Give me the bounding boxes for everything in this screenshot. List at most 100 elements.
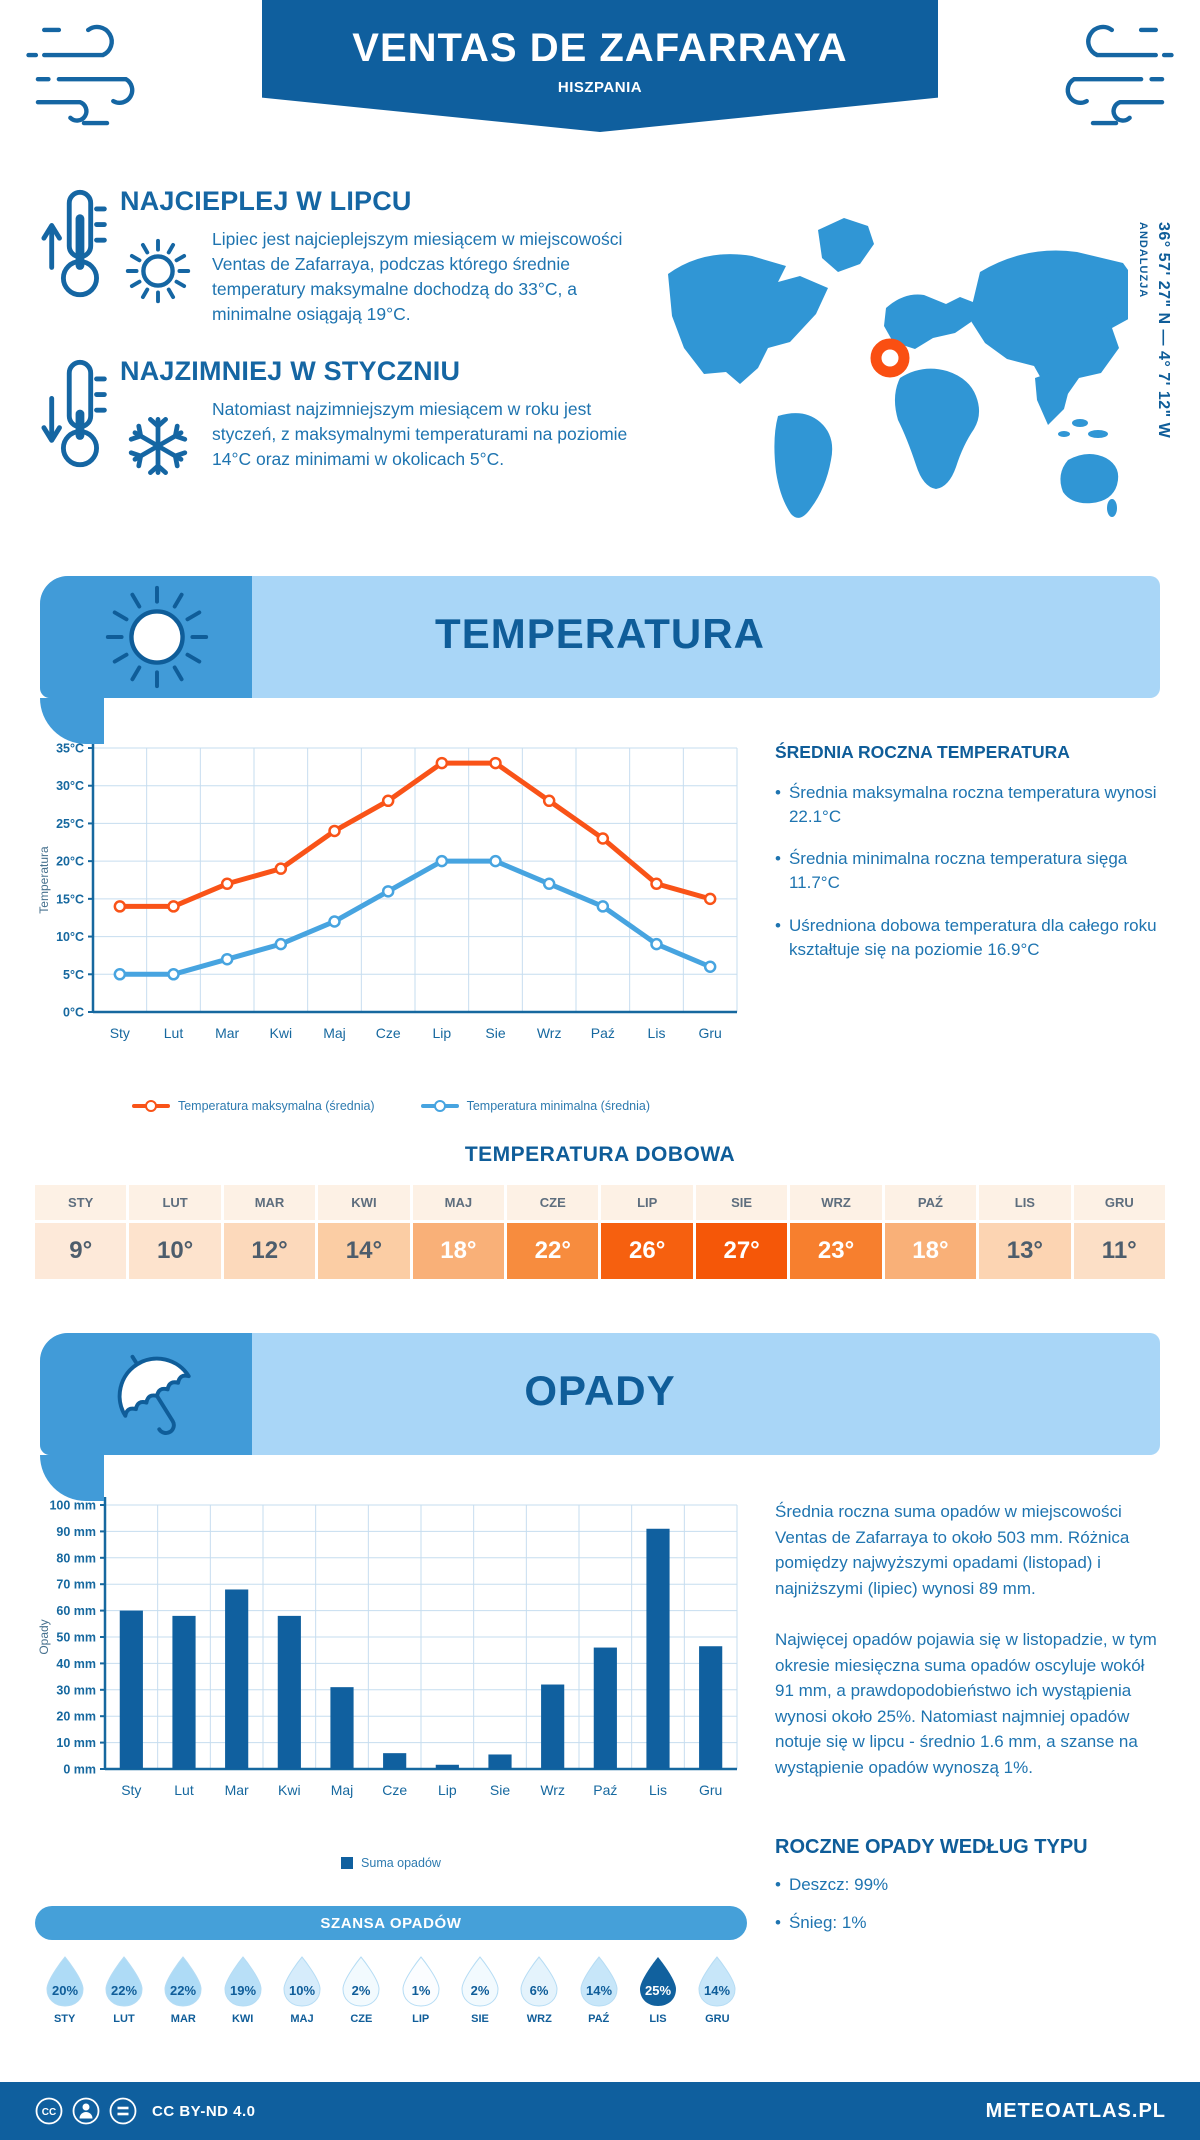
daily-month-cell: SIE bbox=[695, 1185, 788, 1220]
legend-sum-label: Suma opadów bbox=[361, 1856, 441, 1870]
svg-text:Mar: Mar bbox=[215, 1025, 239, 1041]
svg-text:60 mm: 60 mm bbox=[56, 1604, 96, 1618]
coldest-heading: NAJZIMNIEJ W STYCZNIU bbox=[120, 356, 461, 387]
droplet-month: STY bbox=[53, 2013, 76, 2025]
svg-text:0°C: 0°C bbox=[63, 1006, 84, 1020]
svg-text:Maj: Maj bbox=[331, 1782, 354, 1798]
svg-text:30°C: 30°C bbox=[56, 779, 84, 793]
precipitation-sidebar: Średnia roczna suma opadów w miejscowośc… bbox=[775, 1489, 1165, 2025]
license-label[interactable]: CC BY-ND 4.0 bbox=[152, 2102, 256, 2120]
droplet-month: LUT bbox=[113, 2013, 135, 2025]
droplet: 10% MAJ bbox=[272, 1954, 331, 2025]
sun-banner-icon bbox=[98, 578, 216, 701]
temperature-bullet: Średnia minimalna roczna temperatura się… bbox=[775, 847, 1165, 895]
svg-text:Lis: Lis bbox=[649, 1782, 667, 1798]
svg-text:25°C: 25°C bbox=[56, 817, 84, 831]
svg-text:Cze: Cze bbox=[376, 1025, 401, 1041]
svg-text:10%: 10% bbox=[289, 1983, 315, 1998]
daily-month-cell: MAR bbox=[223, 1185, 316, 1220]
svg-text:CC: CC bbox=[42, 2107, 56, 2118]
svg-text:50 mm: 50 mm bbox=[56, 1631, 96, 1645]
svg-text:100 mm: 100 mm bbox=[49, 1499, 96, 1513]
sun-icon bbox=[120, 227, 212, 326]
droplet-month: PAŹ bbox=[588, 2013, 610, 2025]
droplet: 6% WRZ bbox=[510, 1954, 569, 2025]
chance-banner: SZANSA OPADÓW bbox=[35, 1906, 747, 1940]
title-ribbon: VENTAS DE ZAFARRAYA HISZPANIA bbox=[262, 0, 938, 132]
precip-para-2: Najwięcej opadów pojawia się w listopadz… bbox=[775, 1630, 1157, 1777]
raindrop-icon: 14% bbox=[698, 1956, 736, 2007]
precipitation-banner-title: OPADY bbox=[524, 1367, 676, 1414]
svg-text:Lut: Lut bbox=[174, 1782, 194, 1798]
raindrop-icon: 20% bbox=[46, 1956, 84, 2007]
world-map bbox=[668, 218, 1128, 518]
daily-temp-cell: 27° bbox=[695, 1223, 788, 1279]
raindrop-icon: 2% bbox=[342, 1956, 380, 2007]
daily-temp-cell: 14° bbox=[318, 1223, 410, 1279]
raindrop-icon: 2% bbox=[461, 1956, 499, 2007]
raindrop-icon: 1% bbox=[402, 1956, 440, 2007]
svg-text:Mar: Mar bbox=[225, 1782, 249, 1798]
svg-text:Sty: Sty bbox=[110, 1025, 130, 1041]
daily-temp-cell: 11° bbox=[1073, 1223, 1165, 1279]
droplet: 22% MAR bbox=[154, 1954, 213, 2025]
svg-text:Cze: Cze bbox=[382, 1782, 407, 1798]
site-label[interactable]: METEOATLAS.PL bbox=[985, 2099, 1166, 2122]
svg-text:1%: 1% bbox=[411, 1983, 430, 1998]
svg-text:Lis: Lis bbox=[648, 1025, 666, 1041]
droplet: 22% LUT bbox=[94, 1954, 153, 2025]
svg-text:14%: 14% bbox=[704, 1983, 730, 1998]
temperature-banner-title: TEMPERATURA bbox=[435, 610, 765, 657]
svg-text:6%: 6% bbox=[530, 1983, 549, 1998]
legend-item-min: Temperatura minimalna (średnia) bbox=[420, 1099, 650, 1113]
legend-item-sum: Suma opadów bbox=[341, 1856, 441, 1870]
temperature-bullet: Uśredniona dobowa temperatura dla całego… bbox=[775, 914, 1165, 962]
svg-text:14%: 14% bbox=[586, 1983, 612, 1998]
svg-text:40 mm: 40 mm bbox=[56, 1657, 96, 1671]
droplet: 2% CZE bbox=[332, 1954, 391, 2025]
daily-temp-cell: 18° bbox=[412, 1223, 505, 1279]
daily-temp-cell: 18° bbox=[884, 1223, 977, 1279]
droplet-month: MAR bbox=[170, 2013, 196, 2025]
map-coordinates-block: ANDALUZJA 36° 57' 27" N — 4° 7' 12" W bbox=[1137, 222, 1172, 438]
temperature-bullet: Średnia maksymalna roczna temperatura wy… bbox=[775, 781, 1165, 829]
warmest-text: Lipiec jest najcieplejszym miesiącem w m… bbox=[212, 229, 623, 324]
page-subtitle: HISZPANIA bbox=[557, 79, 643, 96]
svg-text:80 mm: 80 mm bbox=[56, 1551, 96, 1565]
legend-max-swatch bbox=[131, 1100, 170, 1112]
svg-text:Sie: Sie bbox=[485, 1025, 505, 1041]
warmest-section: NAJCIEPLEJ W LIPCU Li bbox=[40, 186, 650, 326]
legend-min-swatch bbox=[420, 1100, 459, 1112]
svg-text:5°C: 5°C bbox=[63, 968, 84, 982]
precipitation-row: 0 mm 10 mm 20 mm 30 mm 40 mm 50 mm 60 mm 70 mm 8… bbox=[0, 1455, 1200, 2025]
map-area: ANDALUZJA 36° 57' 27" N — 4° 7' 12" W bbox=[650, 186, 1172, 556]
precipitation-banner: OPADY bbox=[40, 1333, 1160, 1501]
droplet-month: WRZ bbox=[526, 2013, 552, 2025]
temperature-sidebar-heading: ŚREDNIA ROCZNA TEMPERATURA bbox=[775, 742, 1070, 762]
no-derivatives-icon bbox=[109, 2097, 137, 2125]
droplet-month: LIS bbox=[649, 2013, 667, 2025]
wind-icon-right bbox=[1065, 24, 1174, 126]
droplet: 20% STY bbox=[35, 1954, 94, 2025]
cc-license-icons: CC bbox=[34, 2096, 138, 2126]
daily-temp-cell: 9° bbox=[35, 1223, 127, 1279]
thermometer-warm-icon bbox=[41, 189, 107, 298]
temperature-sidebar: ŚREDNIA ROCZNA TEMPERATURA Średnia maksy… bbox=[775, 732, 1165, 1113]
daily-temperature-table: STY LUT MAR KWI MAJ CZE LIP SIE WRZ PAŹ LIS GRU 9° 10… bbox=[35, 1185, 1165, 1279]
svg-text:Paź: Paź bbox=[593, 1782, 617, 1798]
precip-chart-legend: Suma opadów bbox=[35, 1856, 747, 1870]
daily-month-cell: LIP bbox=[601, 1185, 693, 1220]
wind-icon-left bbox=[26, 24, 135, 126]
svg-text:Wrz: Wrz bbox=[540, 1782, 565, 1798]
raindrop-icon: 14% bbox=[580, 1956, 618, 2007]
svg-text:Kwi: Kwi bbox=[270, 1025, 293, 1041]
daily-month-cell: STY bbox=[35, 1185, 127, 1220]
warmest-heading: NAJCIEPLEJ W LIPCU bbox=[120, 186, 412, 216]
svg-text:Lip: Lip bbox=[432, 1025, 451, 1041]
svg-text:22%: 22% bbox=[111, 1983, 137, 1998]
legend-item-max: Temperatura maksymalna (średnia) bbox=[131, 1099, 375, 1113]
svg-text:15°C: 15°C bbox=[56, 892, 84, 906]
temperature-row: 0°C 5°C 10°C 15°C 20°C 25°C 30°C 35°C Sty Lut Mar K… bbox=[0, 698, 1200, 1113]
daily-temp-cell: 26° bbox=[601, 1223, 693, 1279]
daily-month-cell: KWI bbox=[318, 1185, 410, 1220]
